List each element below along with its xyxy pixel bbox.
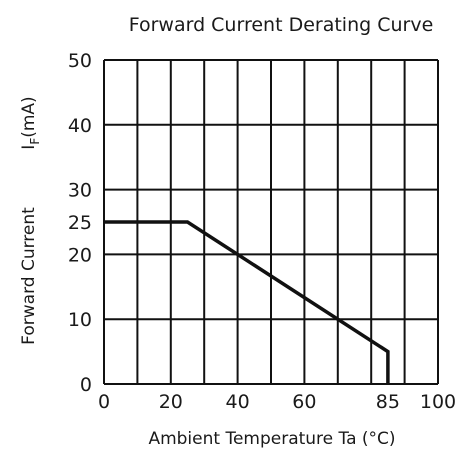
x-tick-label-85: 85 bbox=[376, 391, 400, 413]
x-tick-label-100: 100 bbox=[420, 391, 456, 413]
y-tick-label-50: 50 bbox=[68, 50, 92, 72]
derating-curve-line-0 bbox=[104, 220, 390, 384]
y-axis-symbol: I bbox=[19, 145, 39, 150]
y-axis-unit-label: IF(mA) bbox=[19, 96, 42, 149]
x-tick-label-40: 40 bbox=[226, 391, 250, 413]
y-tick-label-25: 25 bbox=[68, 212, 92, 234]
x-axis-label: Ambient Temperature Ta (°C) bbox=[148, 429, 395, 449]
y-tick-label-20: 20 bbox=[68, 244, 92, 266]
x-tick-label-0: 0 bbox=[98, 391, 110, 413]
chart-title: Forward Current Derating Curve bbox=[129, 14, 434, 36]
y-tick-label-10: 10 bbox=[68, 309, 92, 331]
y-tick-label-40: 40 bbox=[68, 115, 92, 137]
y-tick-labels: 0 10 20 25 30 40 50 bbox=[68, 50, 92, 396]
grid bbox=[103, 59, 439, 385]
y-tick-label-0: 0 bbox=[80, 374, 92, 396]
y-axis-subscript: F bbox=[28, 138, 42, 145]
x-tick-label-20: 20 bbox=[159, 391, 183, 413]
x-tick-label-60: 60 bbox=[292, 391, 316, 413]
y-tick-label-30: 30 bbox=[68, 180, 92, 202]
x-tick-labels: 0 20 40 60 85 100 bbox=[98, 391, 456, 413]
y-axis-label: Forward Current bbox=[19, 207, 39, 345]
y-axis-unit: (mA) bbox=[19, 96, 39, 137]
derating-curve-group bbox=[104, 220, 390, 384]
